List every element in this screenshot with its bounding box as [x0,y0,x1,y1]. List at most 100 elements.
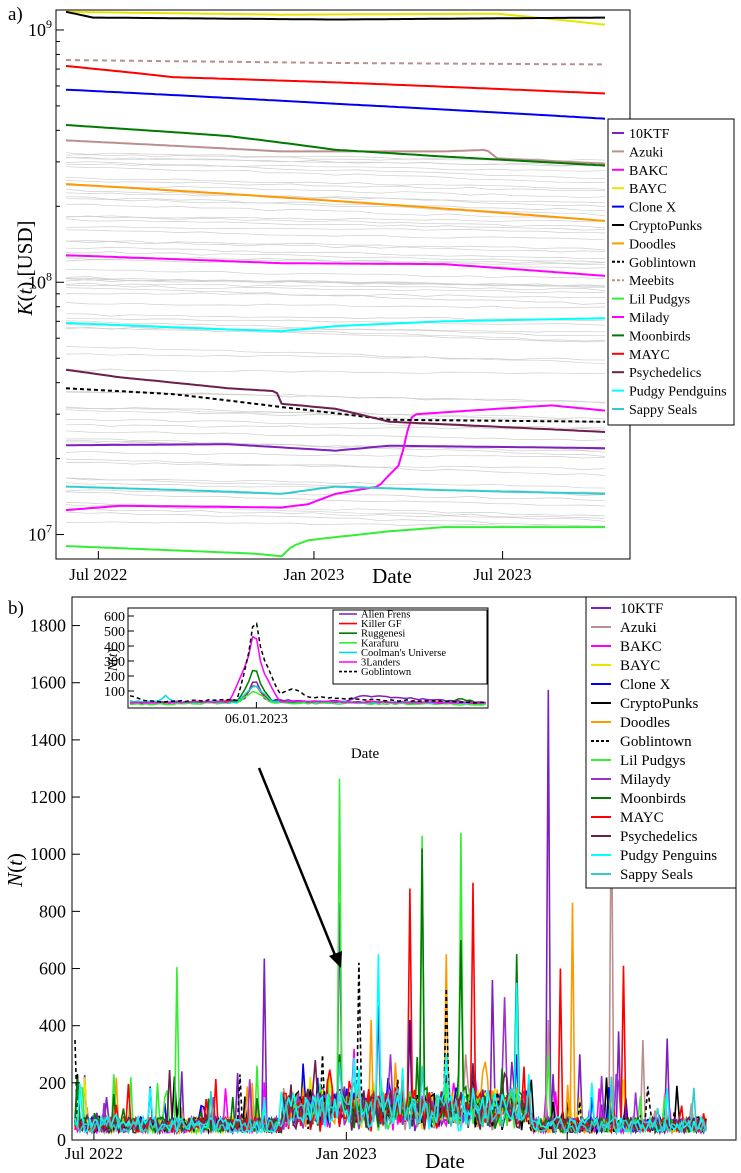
series-line-milaydy [74,997,707,1136]
y-tick-label: 108 [28,269,52,292]
legend-label-10ktf: 10KTF [629,127,670,142]
background-collection-line [65,284,605,294]
background-collection-line [65,196,606,211]
series-line-psychedelics [65,368,606,433]
y-tick-label: 1000 [30,844,66,864]
background-collection-line [65,458,606,476]
panel-a-axes: 107 108 109 Jul 2022 Jan 2023 Jul 2023 [28,17,532,584]
background-collection-line [65,511,606,527]
series-line-goblintown [65,387,605,423]
background-collection-line [65,439,606,453]
series-line-pudgy-pendguins [65,317,605,333]
x-tick-label: Jan 2023 [316,1144,377,1163]
y-tick-label: 600 [39,959,66,979]
background-collection-line [65,317,606,326]
legend-label-sappy-seals: Sappy Seals [620,867,693,883]
series-line-moonbirds [65,124,606,167]
background-collection-line [65,406,606,420]
background-collection-line [65,302,606,309]
panel-b-legend: 10KTF Azuki BAKC BAYC Clone X CryptoPunks Dood… [585,596,737,889]
background-collection-line [65,282,606,291]
legend-label-sappy-seals: Sappy Seals [629,403,697,418]
inset-arrow [257,767,342,968]
legend-label-moonbirds: Moonbirds [620,791,686,807]
background-collection-line [65,203,606,222]
background-collection-line [65,313,606,321]
legend-label-psychedelics: Psychedelics [629,366,701,381]
inset-legend-label-goblintown: Goblintown [361,667,412,678]
panel-b-axes: 0 200 400 600 800 1000 1200 1400 1600 1800 Jul 202… [30,616,596,1163]
background-collection-line [65,226,606,234]
legend-label-goblintown: Goblintown [620,734,692,750]
legend-label-lil-pudgys: Lil Pudgys [629,293,690,308]
panel-b-series [74,689,707,1136]
panel-a-ylabel: K(t) [USD] [13,220,37,316]
background-collection-line [65,156,606,167]
legend-label-bayc: BAYC [629,182,667,197]
background-collection-line [65,240,606,253]
x-tick-label: Jan 2023 [283,565,344,584]
legend-label-clone-x: Clone X [620,677,671,693]
panel-a-legend: 10KTF Azuki BAKC BAYC Clone X CryptoPunks Dood… [607,118,735,426]
background-series [65,152,606,527]
y-tick-label: 800 [39,901,66,921]
inset-legend-label-3landers: 3Landers [361,658,400,669]
background-collection-line [65,462,606,470]
background-collection-line [65,218,606,231]
background-collection-line [65,507,606,522]
background-collection-line [65,188,606,207]
inset-line-goblintown [129,622,487,704]
legend-label-milaydy: Milaydy [620,772,671,788]
inset-xlabel: Date [351,746,380,762]
panel-b-xlabel: Date [425,1149,465,1173]
legend-label-pudgy-penguins: Pudgy Penguins [620,848,717,864]
background-collection-line [65,198,606,217]
legend-label-milady: Milady [629,311,669,326]
background-collection-line [65,229,606,241]
inset-y-tick-label: 200 [104,670,125,685]
inset-legend-label-coolman-s-universe: Coolman's Universe [361,648,446,659]
series-line-cryptopunks [65,10,605,21]
panel-b-ylabel: N(t) [3,853,27,888]
inset-line-karafuru [129,690,487,706]
y-tick-label: 1400 [30,730,66,750]
legend-label-goblintown: Goblintown [629,256,696,271]
series-line-10ktf [66,443,606,452]
background-collection-line [65,477,606,489]
legend-label-moonbirds: Moonbirds [629,329,690,344]
legend-label-lil-pudgys: Lil Pudgys [620,753,686,769]
background-collection-line [65,247,606,260]
series-line-azuki [65,139,606,165]
x-tick-label: Jul 2022 [69,565,127,584]
legend-label-pudgy-pendguins: Pudgy Pendguins [629,385,727,400]
legend-label-clone-x: Clone X [629,201,676,216]
inset-x-tick-label: 06.01.2023 [225,712,288,727]
inset-legend-label-alien-frens: Alien Frens [361,610,410,621]
inset-y-tick-label: 300 [104,655,125,670]
series-line-milady [65,254,606,277]
background-collection-line [65,180,606,192]
background-collection-line [65,163,606,172]
background-collection-line [65,292,606,299]
panel-a-series [65,10,606,558]
legend-label-bakc: BAKC [620,639,662,655]
inset-legend-label-karafuru: Karafuru [361,638,400,649]
series-line-sappy-seals [74,1061,707,1136]
series-line-bakc [65,404,606,512]
x-tick-label: Jul 2023 [474,565,532,584]
legend-label-10ktf: 10KTF [620,601,663,617]
background-collection-line [65,391,606,403]
inset-y-tick-label: 500 [104,625,125,640]
panel-a-label: a) [8,4,23,25]
background-collection-line [65,287,606,305]
background-collection-line [65,346,606,365]
inset-legend-label-killer-gf: Killer GF [361,619,402,630]
background-collection-line [65,491,606,507]
y-tick-label: 107 [28,522,52,545]
background-collection-line [65,251,606,263]
background-collection-line [65,324,606,342]
series-line-doodles [65,183,606,222]
inset-ylabel: N(t) [106,648,121,672]
x-tick-label: Jul 2022 [65,1144,123,1163]
